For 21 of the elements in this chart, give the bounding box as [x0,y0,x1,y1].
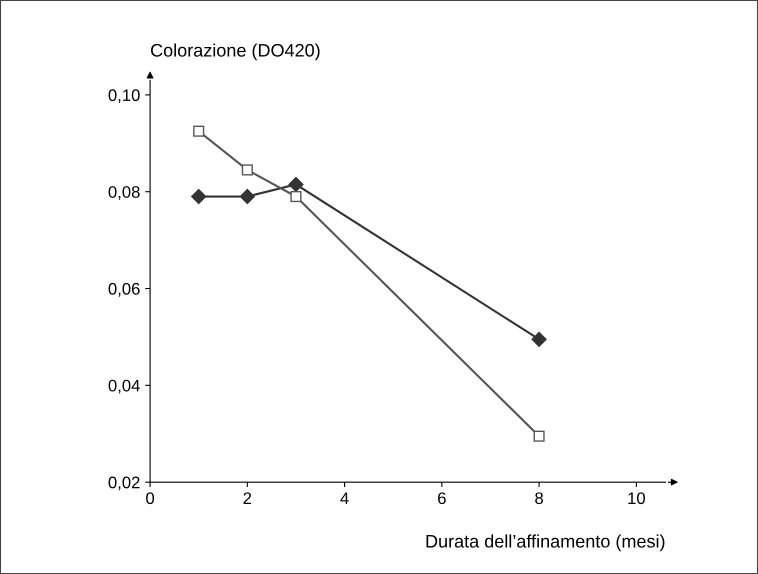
point [242,164,253,176]
x-tick-label: 10 [628,492,645,504]
x-tick-label: 2 [244,492,252,504]
point [240,188,255,204]
x-axis-title: Durata dell’affinamento (mesi) [426,534,664,552]
point [290,190,302,202]
x-tick-label: 6 [438,492,446,504]
y-tick-label: 0,02 [108,476,140,490]
y-tick-label: 0,06 [108,282,140,297]
point [288,176,304,192]
y-tick-label: 0,10 [108,89,140,104]
point [191,188,206,204]
x-tick-label: 0 [146,492,154,504]
point [534,430,545,442]
y-axis-title: Colorazione (DO420) [151,43,320,60]
y-tick-label: 0,04 [108,380,140,394]
x-tick-label: 8 [535,492,544,504]
x-tick-label: 4 [340,492,349,504]
y-tick-label: 0,08 [108,186,140,200]
point [193,126,204,137]
point [532,332,547,347]
